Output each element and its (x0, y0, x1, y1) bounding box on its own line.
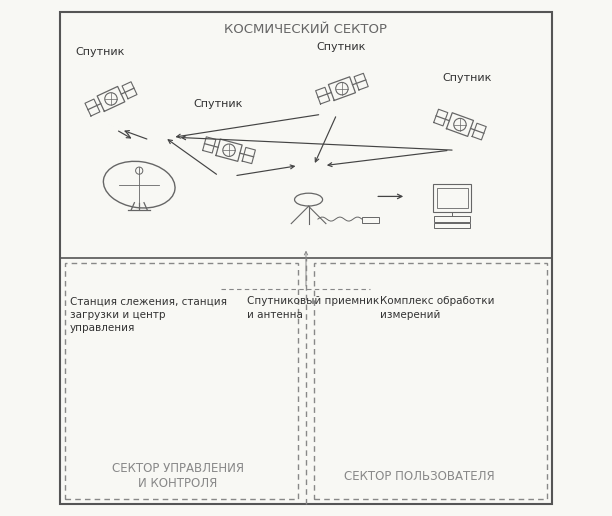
Text: Спутниковый приемник
и антенна: Спутниковый приемник и антенна (247, 297, 379, 320)
Text: СЕКТОР УПРАВЛЕНИЯ
И КОНТРОЛЯ: СЕКТОР УПРАВЛЕНИЯ И КОНТРОЛЯ (112, 462, 244, 490)
Text: Комплекс обработки
измерений: Комплекс обработки измерений (381, 297, 495, 320)
Text: Спутник: Спутник (442, 73, 491, 83)
FancyBboxPatch shape (59, 12, 553, 504)
Text: КОСМИЧЕСКИЙ СЕКТОР: КОСМИЧЕСКИЙ СЕКТОР (225, 23, 387, 36)
Text: Спутник: Спутник (193, 99, 242, 108)
Text: Спутник: Спутник (316, 42, 365, 52)
Text: Станция слежения, станция
загрузки и центр
управления: Станция слежения, станция загрузки и цен… (70, 297, 227, 333)
Text: СЕКТОР ПОЛЬЗОВАТЕЛЯ: СЕКТОР ПОЛЬЗОВАТЕЛЯ (343, 470, 494, 482)
Text: Спутник: Спутник (75, 47, 124, 57)
